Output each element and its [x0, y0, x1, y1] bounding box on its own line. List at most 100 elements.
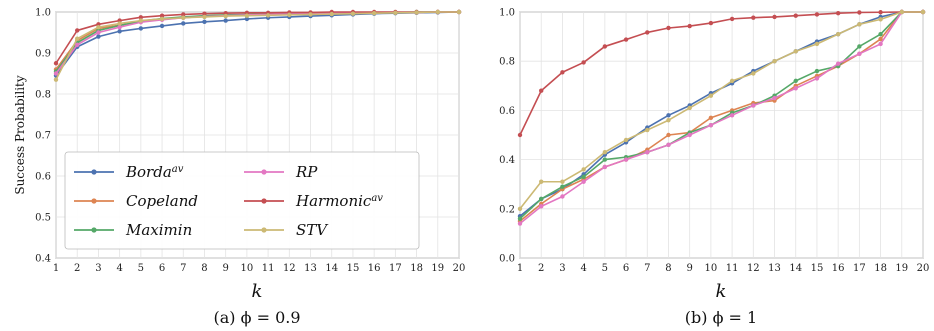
x-tick-label: 13 [768, 263, 781, 274]
y-tick-label: 0.6 [499, 106, 515, 117]
data-point-stv-a [202, 14, 207, 20]
y-tick-label: 0.5 [35, 213, 51, 224]
data-point-borda-a [181, 21, 186, 26]
panel-a: 1 2 3 4 5 6 7 8 9 10 11 12 13 14 15 16 17 18 19 20 0.40.50.… [13, 8, 465, 328]
x-tick-label: 11 [726, 263, 739, 274]
y-tick-label: 0.7 [35, 131, 51, 142]
x-tick-label: 3 [95, 263, 101, 274]
x-tick-label: 15 [811, 263, 824, 274]
x-tick-label: 7 [644, 263, 650, 274]
x-tick-label: 9 [686, 263, 692, 274]
data-point-stv-b [645, 127, 650, 133]
data-point-stv-b [623, 137, 629, 143]
y-ticks-b: 0.0 0.2 0.4 0.6 0.8 1.0 [499, 8, 515, 265]
data-point-rp-b [602, 164, 608, 170]
y-tick-label: 0.9 [35, 49, 51, 60]
x-tick-label: 20 [453, 263, 466, 274]
data-point-stv-b [878, 17, 883, 22]
data-point-stv-a [435, 9, 440, 15]
x-tick-label: 14 [789, 263, 802, 274]
data-point-maximin-b [878, 31, 883, 37]
data-point-stv-b [708, 93, 714, 98]
legend-label-borda: Bordaav [125, 163, 184, 181]
data-point-rp-b [814, 76, 820, 81]
data-point-stv-a [393, 10, 398, 16]
legend-marker-stv [261, 227, 267, 233]
legend-label-rp: RP [295, 163, 318, 181]
caption-b: (b) ϕ = 1 [685, 308, 757, 327]
data-point-harmonic-a [53, 61, 59, 66]
data-point-stv-b [793, 49, 798, 54]
data-point-rp-b [687, 132, 692, 138]
data-point-maximin-b [602, 157, 608, 162]
data-point-rp-b [729, 113, 735, 118]
data-point-stv-a [181, 15, 186, 20]
series-line-harmonic-a [55, 11, 459, 64]
y-tick-label: 0.4 [499, 155, 515, 166]
y-tick-label: 1.0 [499, 8, 515, 19]
x-tick-label: 18 [410, 263, 423, 274]
data-point-stv-b [539, 179, 544, 184]
x-tick-label: 18 [874, 263, 887, 274]
data-point-maximin-b [857, 44, 862, 49]
x-tick-label: 1 [517, 263, 523, 274]
x-tick-label: 10 [241, 263, 254, 274]
x-tick-label: 13 [304, 263, 317, 274]
x-tick-label: 1 [53, 263, 59, 274]
x-tick-label: 2 [538, 263, 544, 274]
plot-area-b [519, 11, 924, 259]
data-point-maximin-b [560, 184, 565, 189]
x-tick-label: 4 [580, 263, 586, 274]
x-tick-label: 15 [347, 263, 360, 274]
data-point-stv-a [329, 11, 334, 17]
data-point-rp-a [53, 71, 59, 76]
data-point-stv-b [857, 22, 862, 27]
x-tick-label: 17 [389, 263, 402, 274]
series-line-stv-b [519, 11, 923, 210]
data-point-borda-a [138, 26, 144, 31]
data-point-stv-b [920, 9, 926, 15]
series-group-a [53, 9, 462, 82]
x-tick-label: 5 [602, 263, 608, 274]
data-point-borda-b [666, 113, 671, 118]
x-ticks-a: 1 2 3 4 5 6 7 8 9 10 11 12 13 14 15 16 17 18 19 20 [53, 263, 466, 274]
data-point-copeland-b [666, 132, 671, 138]
data-point-maximin-b [581, 174, 586, 180]
data-point-stv-b [729, 78, 735, 84]
x-tick-label: 16 [832, 263, 845, 274]
data-point-harmonic-a [75, 28, 80, 33]
data-point-rp-b [751, 103, 756, 108]
caption-a: (a) ϕ = 0.9 [213, 308, 300, 327]
data-point-maximin-b [814, 68, 820, 74]
data-point-harmonic-a [181, 12, 186, 17]
x-tick-label: 16 [368, 263, 381, 274]
legend-name: Harmonic [295, 192, 372, 210]
data-point-stv-a [350, 11, 356, 16]
legend-label-harmonic: Harmonicav [295, 192, 383, 210]
data-point-harmonic-a [202, 11, 207, 16]
x-tick-label: 17 [853, 263, 866, 274]
data-point-borda-a [202, 19, 207, 25]
data-point-harmonic-b [772, 14, 777, 20]
x-tick-label: 9 [222, 263, 228, 274]
x-tick-label: 20 [917, 263, 930, 274]
y-tick-label: 1.0 [35, 8, 51, 19]
legend-name: STV [296, 221, 329, 239]
series-group-b [517, 9, 926, 226]
grid-b [519, 11, 924, 259]
x-tick-label: 8 [201, 263, 207, 274]
x-tick-label: 3 [559, 263, 565, 274]
data-point-maximin-b [517, 216, 523, 221]
data-point-rp-b [623, 157, 629, 162]
panel-b: 1 2 3 4 5 6 7 8 9 10 11 12 13 14 15 16 17 18 19 20 0.00.20.… [499, 8, 929, 328]
data-point-borda-a [117, 29, 122, 34]
data-point-borda-a [244, 16, 250, 22]
data-point-harmonic-b [517, 132, 523, 138]
data-point-stv-a [265, 13, 271, 18]
data-point-stv-a [414, 10, 419, 15]
data-point-stv-a [138, 18, 144, 23]
data-point-rp-b [539, 204, 544, 209]
data-point-rp-b [772, 95, 777, 101]
data-point-stv-b [899, 9, 904, 15]
